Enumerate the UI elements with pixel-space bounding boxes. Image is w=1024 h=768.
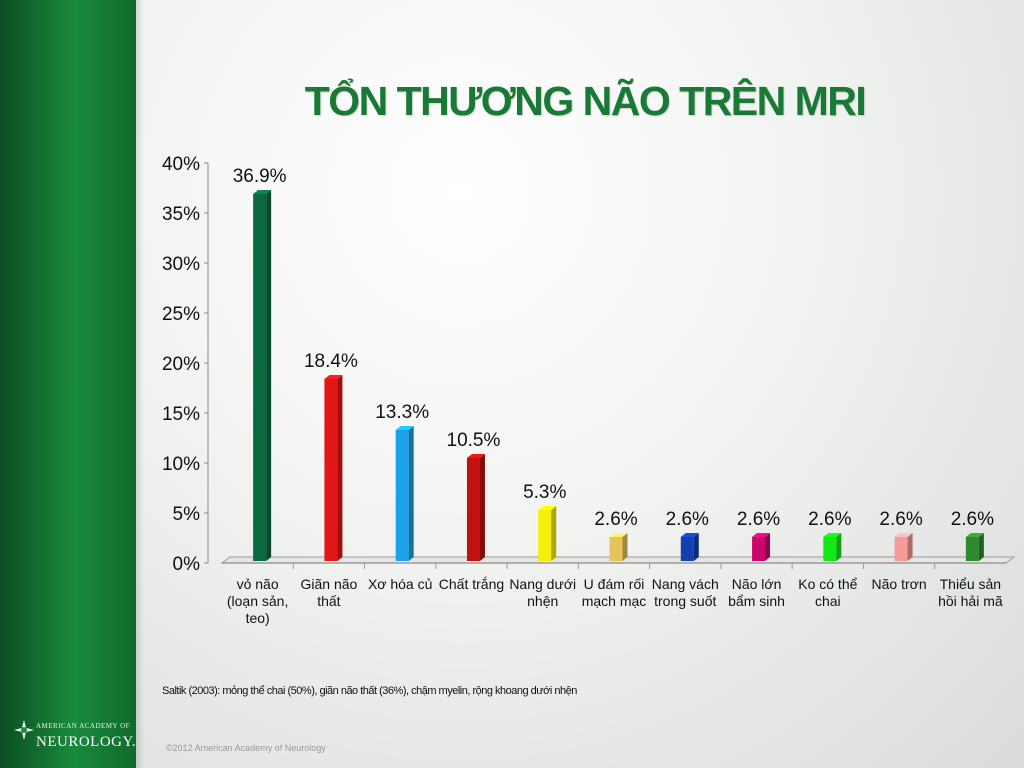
data-label-9: 2.6%	[808, 509, 851, 530]
data-label-5: 5.3%	[523, 482, 566, 503]
x-category-label: Thiểu sản hồi hải mã	[938, 576, 1003, 609]
bar-8	[752, 537, 766, 561]
bar-side-10	[907, 533, 913, 561]
sidebar-band	[0, 0, 136, 768]
bar-side-6	[622, 533, 628, 561]
y-tick-label: 10%	[162, 454, 200, 475]
bar-3	[395, 430, 409, 561]
aan-logo: AMERICAN ACADEMY OF NEUROLOGY.	[14, 718, 136, 758]
sidebar-shadow	[136, 0, 144, 768]
y-tick-label: 5%	[173, 504, 201, 525]
page-title: TỔN THƯƠNG NÃO TRÊN MRI	[304, 78, 867, 124]
x-category-label: Não trơn	[871, 576, 927, 592]
bar-5	[538, 510, 552, 561]
bar-top-11	[965, 533, 984, 537]
x-category-label: Não lớn bẩm sinh	[728, 576, 785, 609]
data-label-7: 2.6%	[666, 509, 709, 530]
data-label-4: 10.5%	[447, 430, 501, 451]
y-tick-label: 0%	[173, 554, 201, 575]
data-label-8: 2.6%	[737, 509, 780, 530]
bar-6	[609, 537, 623, 561]
x-category-label: Giãn não thất	[300, 576, 358, 609]
bar-side-4	[479, 454, 485, 561]
bar-side-2	[337, 375, 343, 561]
footnote: Saltik (2003): mỏng thể chai (50%), giãn…	[162, 685, 577, 697]
data-label-2: 18.4%	[304, 351, 358, 372]
logo-name-text: NEUROLOGY.	[36, 734, 137, 750]
bar-top-6	[609, 533, 628, 537]
data-label-11: 2.6%	[951, 509, 994, 530]
bar-4	[466, 458, 480, 561]
bar-top-7	[680, 533, 699, 537]
data-label-10: 2.6%	[879, 509, 922, 530]
data-label-3: 13.3%	[375, 402, 429, 423]
bar-top-10	[894, 533, 913, 537]
y-tick-label: 35%	[162, 204, 200, 225]
x-category-label: Nang vách trong suốt	[651, 576, 719, 609]
bar-1	[253, 194, 267, 561]
y-tick-label: 20%	[162, 354, 200, 375]
bar-9	[823, 537, 837, 561]
x-category-label: Chất trắng	[438, 576, 505, 592]
bar-side-8	[765, 533, 771, 561]
bar-top-5	[538, 506, 557, 510]
bar-side-11	[978, 533, 984, 561]
bar-side-5	[551, 506, 557, 561]
copyright: ©2012 American Academy of Neurology	[166, 743, 326, 753]
x-category-label: Ko có thể chai	[798, 576, 858, 609]
bar-side-7	[693, 533, 699, 561]
bar-top-4	[466, 454, 485, 458]
y-tick-label: 30%	[162, 254, 200, 275]
bar-top-1	[253, 190, 272, 194]
bar-11	[965, 537, 979, 561]
bar-7	[680, 537, 694, 561]
x-category-label: U đám rối mạch mạc	[581, 576, 647, 609]
bar-top-2	[324, 375, 343, 379]
star-logo-icon	[14, 720, 34, 740]
logo-org-text: AMERICAN ACADEMY OF	[36, 722, 131, 730]
bar-top-8	[752, 533, 771, 537]
bar-side-1	[266, 190, 272, 561]
bar-top-3	[395, 426, 414, 430]
y-tick-label: 25%	[162, 304, 200, 325]
bar-2	[324, 379, 338, 561]
bar-side-3	[408, 426, 414, 561]
y-tick-label: 40%	[162, 154, 200, 175]
bar-side-9	[836, 533, 842, 561]
data-label-1: 36.9%	[233, 166, 287, 187]
x-category-label: vỏ não (loạn sản, teo)	[226, 576, 289, 626]
data-label-6: 2.6%	[594, 509, 637, 530]
bar-top-9	[823, 533, 842, 537]
x-category-label: Nang dưới nhện	[509, 576, 577, 609]
x-category-label: Xơ hóa củ	[367, 576, 433, 592]
y-tick-label: 15%	[162, 404, 200, 425]
bar-10	[894, 537, 908, 561]
